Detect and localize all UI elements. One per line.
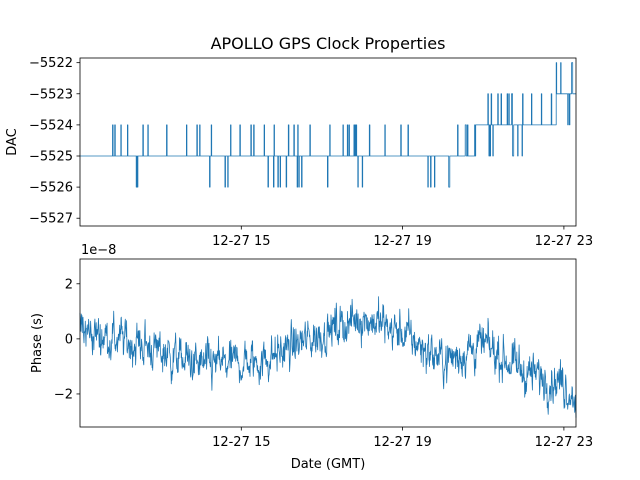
- x-tick-label: 12-27 19: [373, 435, 431, 450]
- y-tick-label: 0: [65, 332, 73, 347]
- phase-panel: Phase (s) 1e−8 −2 0 2 12-27 15 12-27 19 12-27…: [30, 243, 593, 450]
- chart-title: APOLLO GPS Clock Properties: [211, 34, 446, 53]
- x-tick-label: 12-27 15: [212, 435, 270, 450]
- phase-plot-frame: [79, 258, 577, 428]
- x-axis-label: Date (GMT): [291, 457, 366, 472]
- y-tick-label: −5523: [29, 87, 73, 102]
- x-tick-label: 12-27 23: [535, 435, 593, 450]
- dac-series-line: [80, 62, 576, 188]
- dac-y-axis-label: DAC: [5, 128, 20, 156]
- phase-series-line: [79, 296, 577, 418]
- x-tick-label: 12-27 19: [373, 234, 431, 249]
- y-tick-label: −5522: [29, 56, 73, 71]
- y-tick-label: −5527: [29, 212, 73, 227]
- dac-panel: DAC −5527 −5526 −5525 −5524 −5523 −5522 12-27 …: [5, 56, 593, 249]
- phase-y-axis-label: Phase (s): [30, 313, 45, 373]
- dac-plot-frame: [79, 57, 577, 227]
- y-tick-label: −5525: [29, 150, 73, 165]
- x-tick-label: 12-27 23: [535, 234, 593, 249]
- y-tick-label: −2: [54, 387, 73, 402]
- x-tick-label: 12-27 15: [212, 234, 270, 249]
- y-tick-label: −5524: [29, 118, 73, 133]
- y-tick-label: 2: [65, 277, 73, 292]
- y-tick-label: −5526: [29, 181, 73, 196]
- phase-offset-text: 1e−8: [81, 243, 116, 258]
